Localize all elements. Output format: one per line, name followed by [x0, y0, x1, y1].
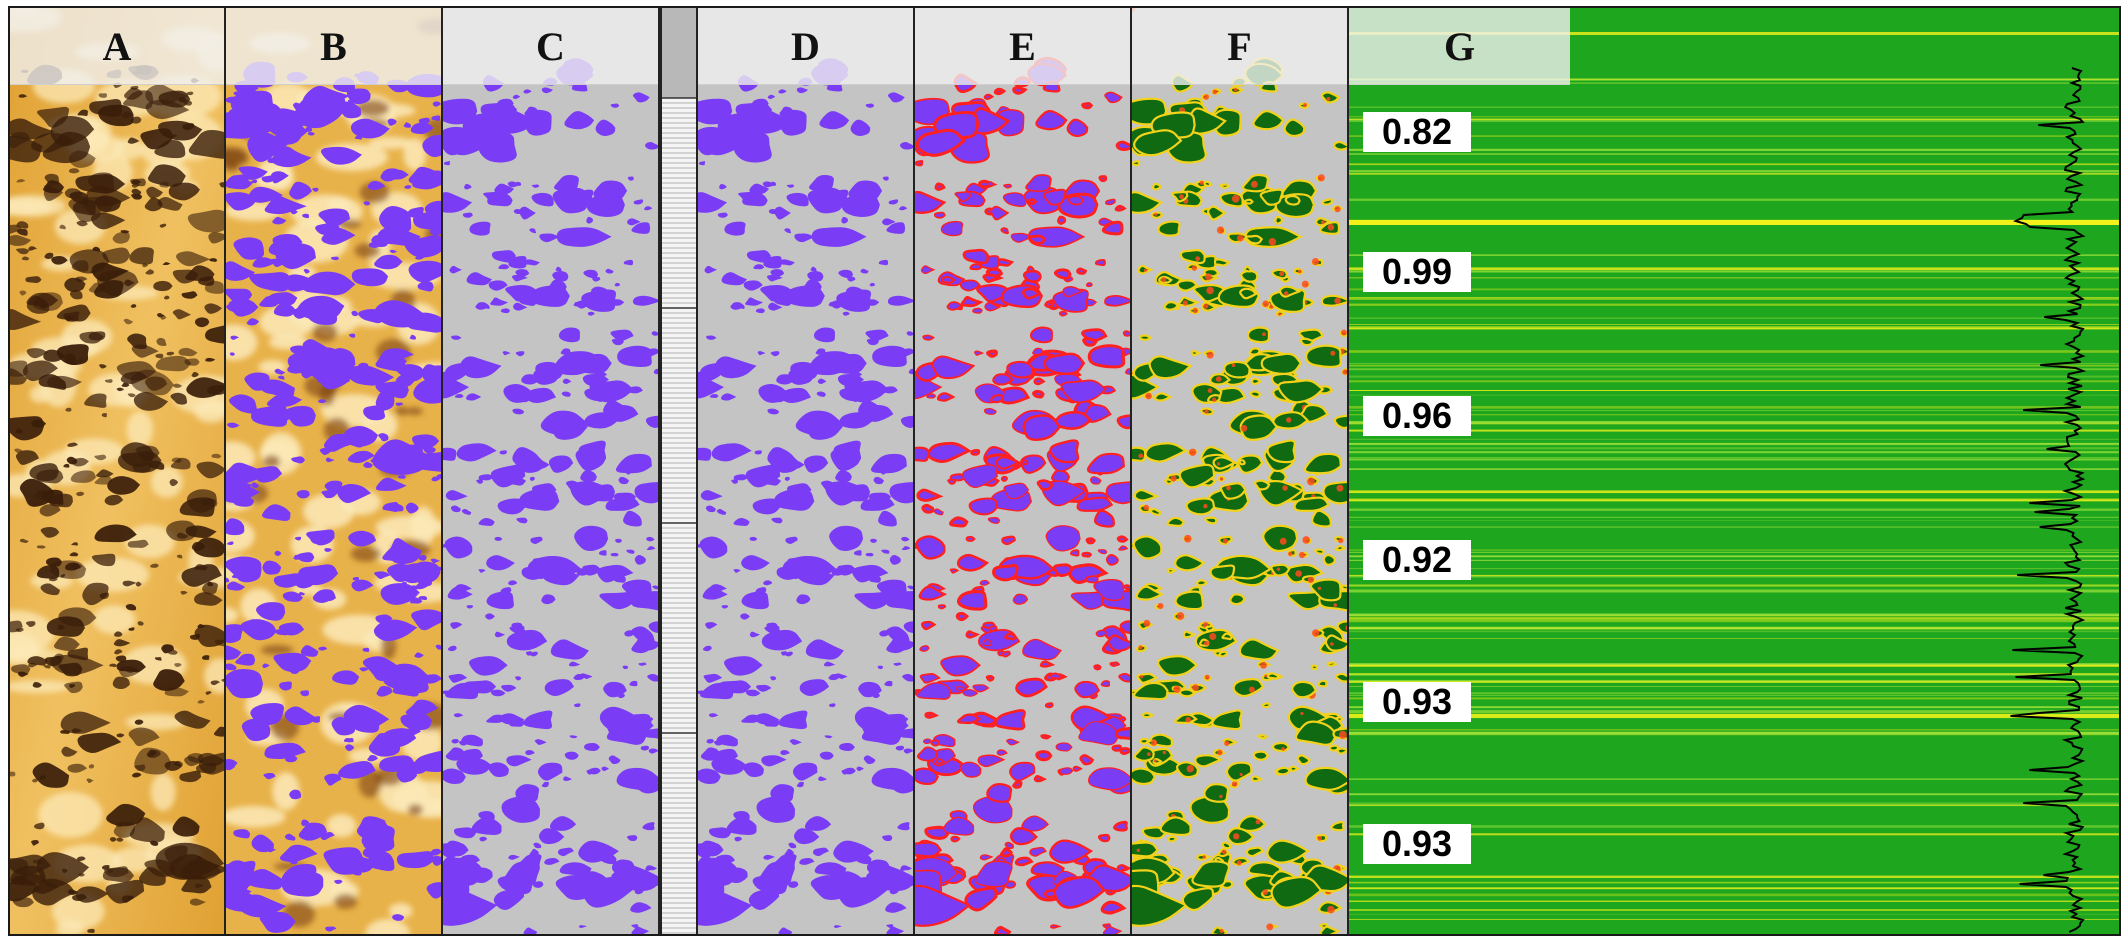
panel-d-segmented-image: D	[698, 8, 915, 934]
depth-scale-bar	[660, 8, 698, 934]
overlay-texture	[226, 8, 441, 934]
panel-e-edge-image: E	[915, 8, 1132, 934]
trace-track	[1349, 8, 2119, 934]
panel-e-label: E	[915, 8, 1130, 85]
trace-value-label: 0.96	[1363, 395, 1471, 436]
panel-a-core-image: A	[10, 8, 226, 934]
panel-b-overlay-image: B	[226, 8, 443, 934]
depth-scale-ticks	[662, 8, 696, 934]
panel-g-label: G	[1349, 8, 1570, 85]
panel-b-label: B	[226, 8, 441, 85]
panel-a-label: A	[10, 8, 224, 85]
panel-f-label: F	[1132, 8, 1347, 85]
panel-g-trace-track: G 0.82 0.99 0.96 0.92 0.93 0.93	[1349, 8, 2119, 934]
trace-value-label: 0.93	[1363, 823, 1471, 864]
segmented-texture	[443, 8, 658, 934]
edge-texture	[915, 8, 1130, 934]
segmented-texture	[698, 8, 913, 934]
figure-frame: A B C D E F G 0.82 0.99 0.96 0.92 0.93 0…	[8, 6, 2121, 936]
panel-c-segmented-image: C	[443, 8, 660, 934]
trace-value-label: 0.82	[1363, 111, 1471, 152]
panel-f-classified-image: F	[1132, 8, 1349, 934]
panel-c-label: C	[443, 8, 658, 85]
trace-value-label: 0.93	[1363, 681, 1471, 722]
trace-value-label: 0.99	[1363, 251, 1471, 292]
classified-texture	[1132, 8, 1347, 934]
trace-value-label: 0.92	[1363, 539, 1471, 580]
panel-d-label: D	[698, 8, 913, 85]
core-texture	[10, 8, 224, 934]
